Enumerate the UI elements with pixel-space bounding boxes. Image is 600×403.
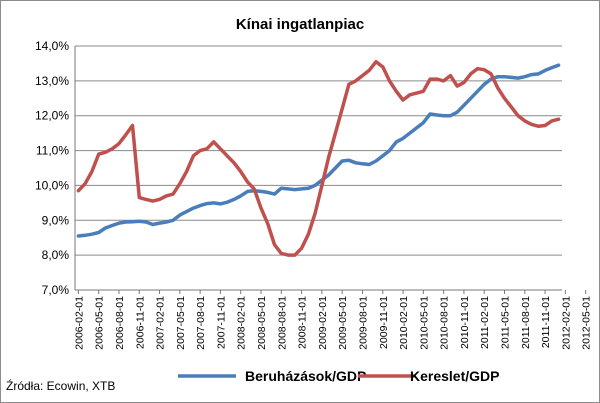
- x-tick-label: 2006-02-01: [73, 296, 85, 350]
- x-tick-label: 2009-08-01: [357, 296, 369, 350]
- y-axis-ticks: 7,0% 8,0% 9,0% 10,0% 11,0% 12,0% 13,0% 14,0%: [35, 39, 69, 297]
- x-tick-label: 2007-11-01: [215, 296, 227, 349]
- x-tick-label: 2011-08-01: [520, 296, 532, 349]
- y-tick-label: 8,0%: [42, 248, 70, 262]
- gridlines: [74, 45, 562, 291]
- legend: Beruházások/GDP Kereslet/GDP: [178, 368, 499, 384]
- x-tick-label: 2010-11-01: [459, 296, 471, 349]
- x-tick-label: 2011-11-01: [540, 296, 552, 348]
- x-tick-label: 2007-05-01: [175, 296, 187, 350]
- x-tick-label: 2008-11-01: [297, 296, 309, 349]
- y-tick-label: 13,0%: [35, 74, 69, 88]
- x-tick-label: 2008-02-01: [236, 296, 248, 350]
- y-tick-label: 11,0%: [36, 144, 69, 158]
- x-tick-label: 2009-05-01: [337, 296, 349, 350]
- x-tick-label: 2006-05-01: [94, 296, 106, 350]
- x-tick-label: 2011-02-01: [479, 296, 491, 349]
- source-note: Źródła: Ecowin, XTB: [6, 378, 115, 393]
- y-tick-label: 9,0%: [42, 213, 70, 227]
- y-tick-label: 10,0%: [35, 178, 69, 192]
- y-tick-label: 12,0%: [35, 109, 69, 123]
- x-tick-label: 2010-05-01: [418, 296, 430, 350]
- x-tick-label: 2007-08-01: [195, 296, 207, 350]
- y-tick-label: 14,0%: [35, 39, 69, 53]
- x-tick-label: 2006-08-01: [114, 296, 126, 350]
- x-tick-label: 2012-02-01: [560, 296, 572, 350]
- legend-label: Kereslet/GDP: [410, 368, 499, 384]
- x-tick-label: 2009-02-01: [317, 296, 329, 350]
- y-tick-label: 7,0%: [42, 283, 70, 297]
- chart-title: Kínai ingatlanpiac: [236, 16, 364, 33]
- series-lines: [76, 59, 561, 257]
- x-tick-label: 2012-05-01: [581, 296, 593, 350]
- x-tick-label: 2011-05-01: [500, 296, 512, 349]
- series-line-2: [76, 59, 561, 257]
- x-tick-label: 2010-02-01: [398, 296, 410, 350]
- x-tick-label: 2006-11-01: [134, 296, 146, 349]
- x-tick-label: 2008-08-01: [276, 296, 288, 350]
- x-tick-label: 2010-08-01: [439, 296, 451, 350]
- x-tick-label: 2008-05-01: [256, 296, 268, 350]
- legend-label: Beruházások/GDP: [245, 368, 366, 384]
- series-line-1: [76, 63, 561, 238]
- x-axis-ticks: 2006-02-01 2006-05-01 2006-08-01 2006-11-01…: [73, 290, 593, 350]
- x-tick-label: 2009-11-01: [378, 296, 390, 349]
- x-tick-label: 2007-02-01: [155, 296, 167, 350]
